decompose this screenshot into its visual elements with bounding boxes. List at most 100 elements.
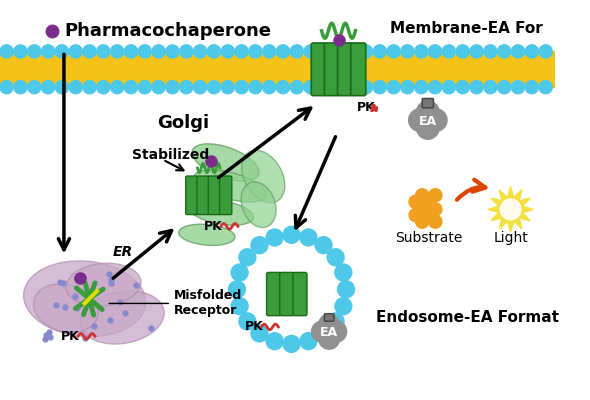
Circle shape (277, 45, 290, 58)
Circle shape (263, 45, 276, 58)
Circle shape (470, 45, 483, 58)
FancyBboxPatch shape (312, 43, 326, 96)
Ellipse shape (194, 170, 267, 202)
Circle shape (429, 203, 442, 216)
Circle shape (456, 45, 469, 58)
Text: PK: PK (204, 220, 223, 233)
Circle shape (249, 45, 262, 58)
Circle shape (207, 45, 221, 58)
Text: Stabilized: Stabilized (132, 148, 209, 162)
Circle shape (166, 45, 179, 58)
Ellipse shape (24, 261, 146, 336)
FancyBboxPatch shape (267, 272, 281, 316)
Circle shape (235, 45, 248, 58)
Circle shape (401, 80, 414, 94)
FancyArrowPatch shape (457, 180, 486, 200)
FancyBboxPatch shape (208, 176, 221, 214)
Circle shape (124, 45, 137, 58)
Circle shape (69, 45, 82, 58)
Circle shape (497, 45, 511, 58)
Circle shape (138, 80, 152, 94)
Circle shape (28, 45, 41, 58)
Circle shape (312, 321, 332, 342)
Circle shape (138, 45, 152, 58)
Circle shape (231, 298, 248, 315)
Circle shape (512, 45, 525, 58)
Circle shape (283, 226, 300, 243)
Circle shape (239, 249, 256, 266)
Text: ER: ER (113, 245, 133, 259)
Circle shape (387, 45, 400, 58)
Circle shape (417, 101, 439, 124)
Polygon shape (488, 187, 533, 232)
Circle shape (429, 215, 442, 228)
Circle shape (335, 264, 352, 281)
Circle shape (55, 45, 68, 58)
Text: EA: EA (320, 326, 338, 339)
Ellipse shape (34, 284, 98, 332)
Circle shape (401, 45, 414, 58)
Text: PK: PK (61, 330, 80, 343)
Circle shape (500, 199, 521, 220)
Circle shape (194, 80, 206, 94)
Circle shape (231, 264, 248, 281)
Circle shape (337, 281, 355, 298)
Circle shape (422, 208, 435, 222)
Ellipse shape (241, 182, 276, 228)
Circle shape (83, 80, 96, 94)
Text: Light: Light (493, 231, 528, 245)
Text: Pharmacochaperone: Pharmacochaperone (64, 22, 271, 40)
Circle shape (239, 313, 256, 330)
Circle shape (14, 80, 27, 94)
Circle shape (539, 45, 552, 58)
FancyBboxPatch shape (280, 272, 294, 316)
Circle shape (180, 80, 193, 94)
Circle shape (28, 80, 41, 94)
Circle shape (422, 195, 435, 208)
Circle shape (277, 80, 290, 94)
Circle shape (409, 195, 422, 208)
FancyBboxPatch shape (324, 314, 334, 321)
Circle shape (304, 45, 317, 58)
Text: Membrane-EA For: Membrane-EA For (390, 21, 543, 36)
Circle shape (415, 80, 428, 94)
Circle shape (266, 333, 283, 350)
Text: Substrate: Substrate (395, 231, 463, 245)
Circle shape (470, 80, 483, 94)
Circle shape (484, 45, 497, 58)
Circle shape (304, 80, 317, 94)
Circle shape (283, 336, 300, 352)
Circle shape (228, 281, 245, 298)
Circle shape (359, 80, 372, 94)
Circle shape (69, 80, 82, 94)
FancyBboxPatch shape (219, 176, 232, 214)
Circle shape (249, 80, 262, 94)
Circle shape (417, 117, 439, 139)
Circle shape (166, 80, 179, 94)
Circle shape (442, 45, 455, 58)
FancyBboxPatch shape (422, 98, 434, 108)
Circle shape (346, 80, 359, 94)
Bar (0, 52, 555, 87)
Circle shape (83, 45, 96, 58)
Circle shape (409, 208, 422, 222)
Circle shape (409, 109, 431, 131)
Circle shape (315, 237, 332, 254)
FancyBboxPatch shape (197, 176, 209, 214)
Circle shape (194, 45, 206, 58)
Circle shape (0, 45, 13, 58)
Text: Golgi: Golgi (158, 114, 209, 132)
Circle shape (373, 80, 386, 94)
Circle shape (332, 80, 345, 94)
Circle shape (346, 45, 359, 58)
Circle shape (263, 80, 276, 94)
Text: EA: EA (419, 114, 437, 128)
FancyBboxPatch shape (350, 43, 366, 96)
Circle shape (14, 45, 27, 58)
Text: Endosome-EA Format: Endosome-EA Format (376, 310, 559, 325)
Circle shape (41, 80, 55, 94)
Circle shape (332, 45, 345, 58)
Circle shape (97, 80, 110, 94)
Ellipse shape (188, 199, 254, 225)
Circle shape (326, 321, 347, 342)
